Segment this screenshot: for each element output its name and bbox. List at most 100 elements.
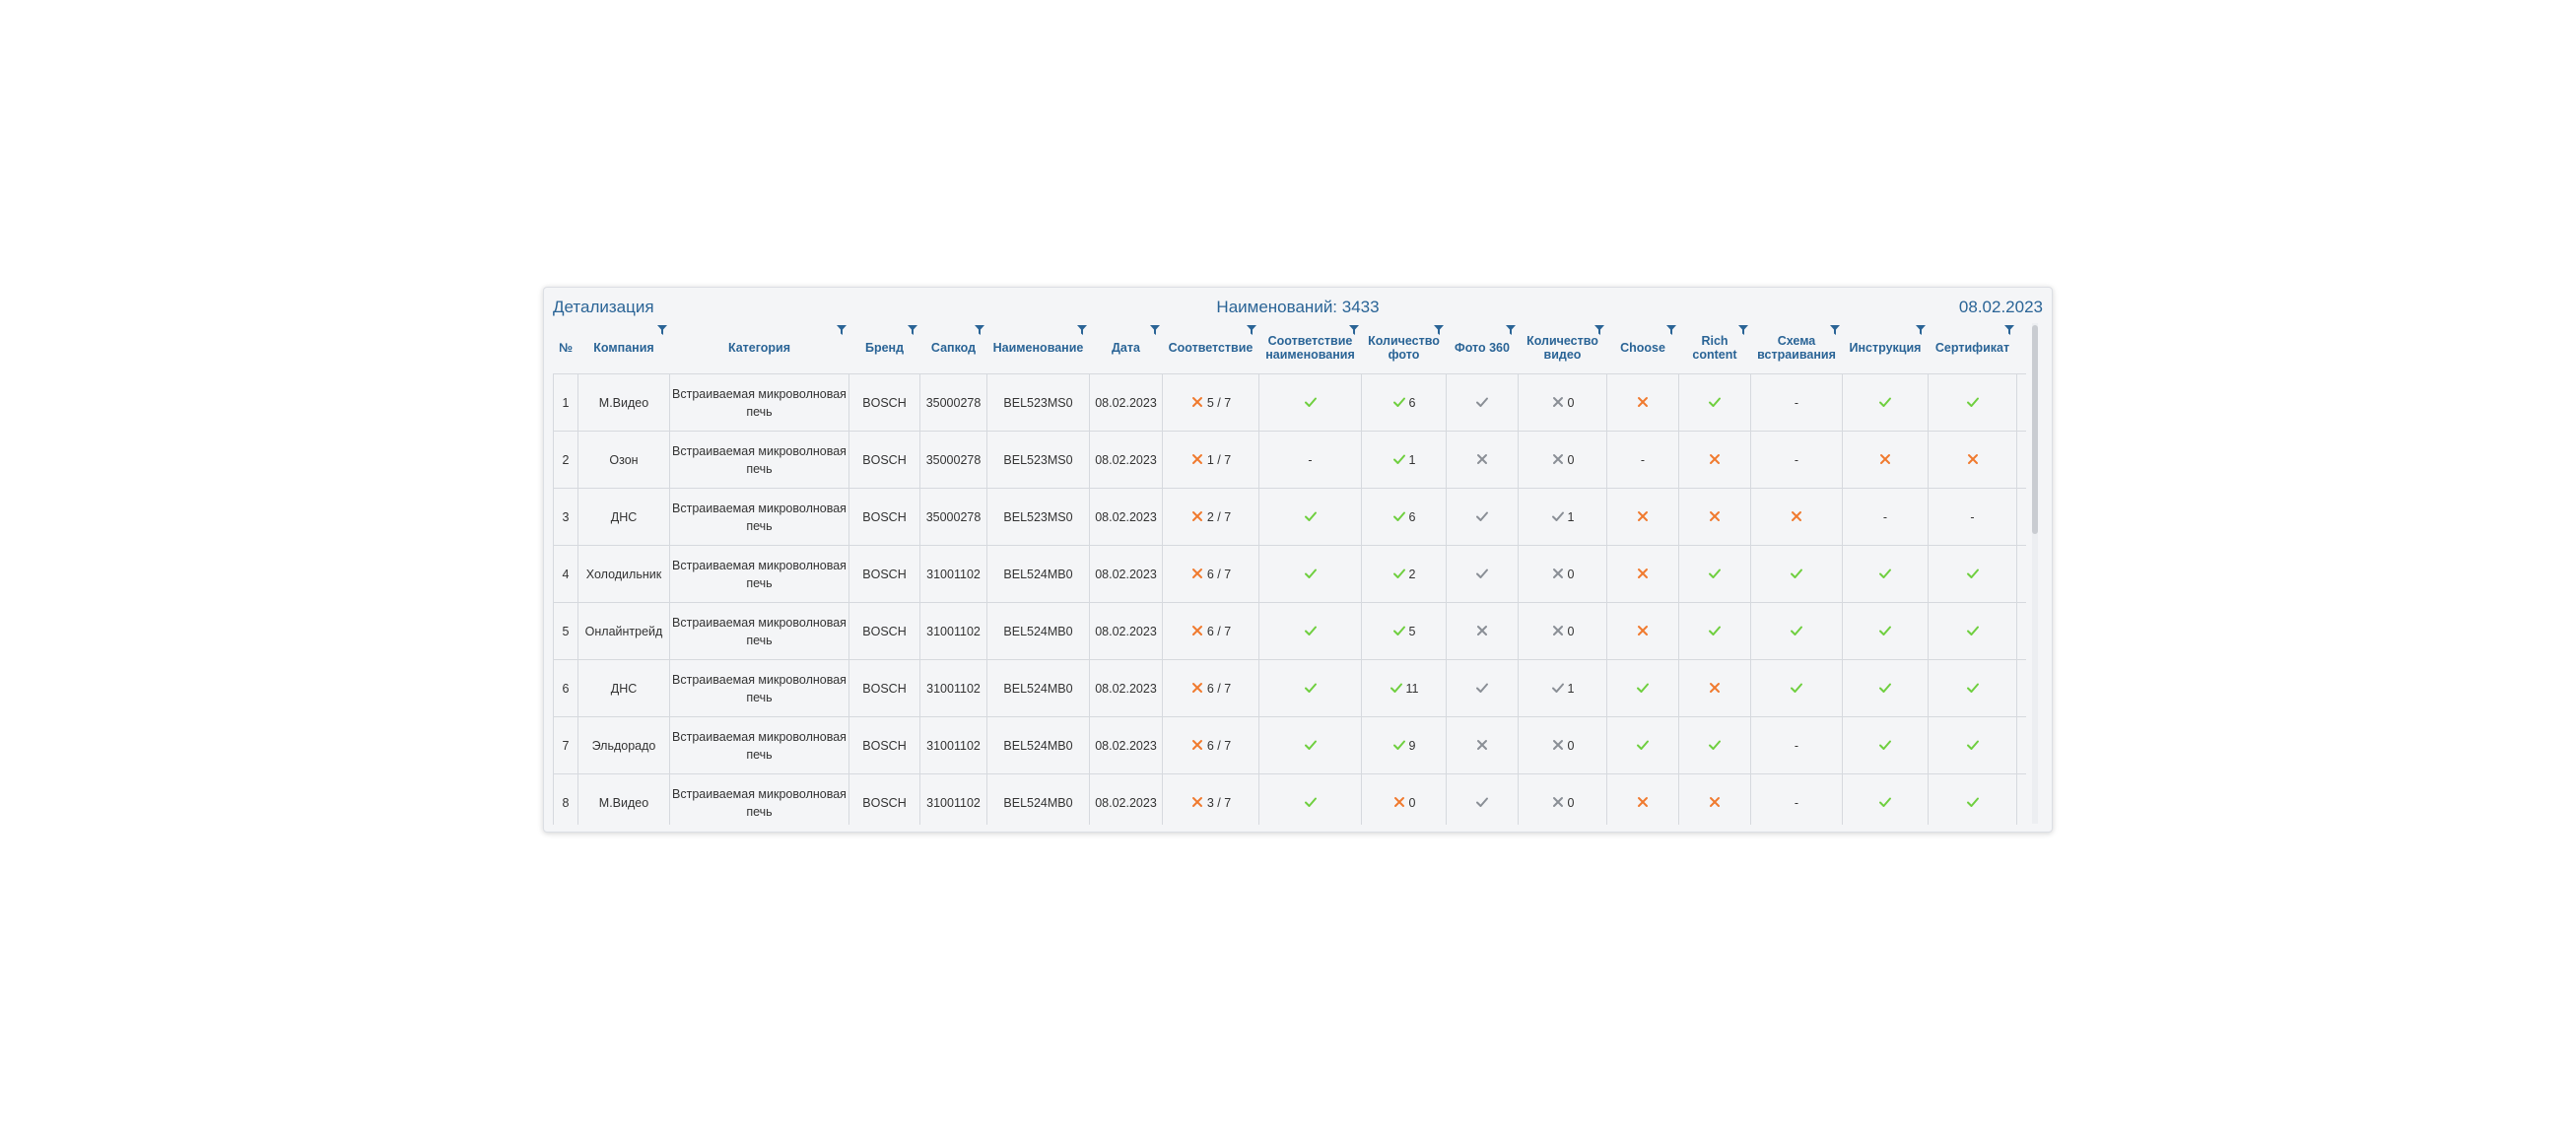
cell-photo360 xyxy=(1446,488,1519,546)
gray-check-icon xyxy=(1551,509,1565,523)
cell-company: Эльдорадо xyxy=(577,716,670,774)
cell-date: 08.02.2023 xyxy=(1089,659,1163,717)
column-header-brand[interactable]: Бренд xyxy=(848,322,920,374)
column-header-sap[interactable]: Сапкод xyxy=(919,322,987,374)
cell-value: 3 / 7 xyxy=(1206,795,1232,810)
panel-title: Детализация xyxy=(553,298,654,316)
cell-sap: 31001102 xyxy=(919,716,987,774)
cross-icon xyxy=(1190,452,1204,466)
column-header-photos[interactable]: Количество фото xyxy=(1361,322,1447,374)
cross-icon xyxy=(1790,509,1803,523)
check-icon xyxy=(1708,624,1722,637)
cell-videos: 0 xyxy=(1518,545,1607,603)
cell-brand: BOSCH xyxy=(848,545,920,603)
table-row[interactable]: 7 Эльдорадо Встраиваемая микроволновая печ… xyxy=(553,716,2026,774)
scrollbar-thumb[interactable] xyxy=(2032,325,2038,534)
column-header-videos[interactable]: Количество видео xyxy=(1518,322,1607,374)
table-row[interactable]: 6 ДНС Встраиваемая микроволновая печь BOSCH… xyxy=(553,659,2026,717)
column-header-instruction[interactable]: Инструкция xyxy=(1842,322,1929,374)
check-icon xyxy=(1878,738,1892,752)
column-header-label: Rich content xyxy=(1692,334,1737,362)
cell-instruction xyxy=(1842,716,1929,774)
table-container[interactable]: № Компания Категория Бренд Сапкод Наименовани… xyxy=(553,322,2026,825)
cell-value: 0 xyxy=(1567,567,1575,581)
cell-value: 6 / 7 xyxy=(1206,567,1232,581)
open-link-cell xyxy=(2016,773,2026,825)
cell-rich-content xyxy=(1678,431,1751,489)
cell-brand: BOSCH xyxy=(848,488,920,546)
check-icon xyxy=(1708,738,1722,752)
cell-photos: 2 xyxy=(1361,545,1447,603)
check-icon xyxy=(1790,681,1803,695)
cell-brand: BOSCH xyxy=(848,373,920,432)
gray-check-icon xyxy=(1475,567,1489,580)
cross-icon xyxy=(1190,738,1204,752)
check-icon xyxy=(1966,795,1980,809)
cell-date: 08.02.2023 xyxy=(1089,431,1163,489)
cross-icon xyxy=(1190,681,1204,695)
open-link-cell xyxy=(2016,431,2026,489)
column-header-match[interactable]: Соответствие xyxy=(1162,322,1259,374)
column-header-rich-content[interactable]: Rich content xyxy=(1678,322,1751,374)
cell-category: Встраиваемая микроволновая печь xyxy=(669,545,849,603)
column-header-certificate[interactable]: Сертификат xyxy=(1928,322,2017,374)
cell-rich-content xyxy=(1678,488,1751,546)
gray-cross-icon xyxy=(1475,738,1489,752)
table-row[interactable]: 4 Холодильник Встраиваемая микроволновая п… xyxy=(553,545,2026,603)
cross-icon xyxy=(1636,395,1650,409)
cell-scheme: - xyxy=(1750,773,1843,825)
column-header-choose[interactable]: Choose xyxy=(1606,322,1679,374)
report-date: 08.02.2023 xyxy=(1958,298,2043,316)
gray-cross-icon xyxy=(1475,624,1489,637)
cell-photos: 9 xyxy=(1361,716,1447,774)
scrollbar-track[interactable] xyxy=(2032,323,2038,824)
column-header-name-match[interactable]: Соответствие наименования xyxy=(1258,322,1362,374)
cell-date: 08.02.2023 xyxy=(1089,716,1163,774)
table-row[interactable]: 3 ДНС Встраиваемая микроволновая печь BOSCH… xyxy=(553,488,2026,546)
check-icon xyxy=(1304,738,1318,752)
cell-photo360 xyxy=(1446,431,1519,489)
cell-company: М.Видео xyxy=(577,773,670,825)
cell-rich-content xyxy=(1678,773,1751,825)
table-row[interactable]: 2 Озон Встраиваемая микроволновая печь BOSC… xyxy=(553,431,2026,489)
cell-name: BEL524MB0 xyxy=(986,602,1090,660)
column-header-category[interactable]: Категория xyxy=(669,322,849,374)
check-icon xyxy=(1392,509,1406,523)
cell-scheme: - xyxy=(1750,373,1843,432)
check-icon xyxy=(1392,395,1406,409)
column-header-label: Сапкод xyxy=(930,341,977,355)
gray-cross-icon xyxy=(1475,452,1489,466)
cell-date: 08.02.2023 xyxy=(1089,602,1163,660)
table-row[interactable]: 8 М.Видео Встраиваемая микроволновая печь B… xyxy=(553,773,2026,825)
cell-company: М.Видео xyxy=(577,373,670,432)
cell-value: 0 xyxy=(1567,795,1575,810)
column-header-label: Схема встраивания xyxy=(1757,334,1836,362)
column-header-company[interactable]: Компания xyxy=(577,322,670,374)
cell-date: 08.02.2023 xyxy=(1089,773,1163,825)
column-header-label: Choose xyxy=(1620,341,1665,355)
check-icon xyxy=(1392,624,1406,637)
column-header-photo360[interactable]: Фото 360 xyxy=(1446,322,1519,374)
check-icon xyxy=(1878,624,1892,637)
column-header-scheme[interactable]: Схема встраивания xyxy=(1750,322,1843,374)
cell-num: 4 xyxy=(553,545,578,603)
column-header-label: Соответствие xyxy=(1168,341,1254,355)
cell-brand: BOSCH xyxy=(848,773,920,825)
cell-choose: - xyxy=(1606,431,1679,489)
column-header-date[interactable]: Дата xyxy=(1089,322,1163,374)
cell-certificate xyxy=(1928,431,2017,489)
cell-value: 6 / 7 xyxy=(1206,681,1232,696)
cross-icon xyxy=(1392,795,1406,809)
table-row[interactable]: 1 М.Видео Встраиваемая микроволновая печь B… xyxy=(553,373,2026,432)
column-header-label: Фото 360 xyxy=(1455,341,1510,355)
cell-photos: 1 xyxy=(1361,431,1447,489)
cell-value: - xyxy=(1308,452,1313,467)
column-header-num[interactable]: № xyxy=(553,322,578,374)
column-header-actions xyxy=(2016,322,2026,374)
cell-value: 9 xyxy=(1408,738,1416,753)
column-header-label: Бренд xyxy=(864,341,905,355)
check-icon xyxy=(1878,567,1892,580)
gray-cross-icon xyxy=(1551,624,1565,637)
table-row[interactable]: 5 Онлайнтрейд Встраиваемая микроволновая п… xyxy=(553,602,2026,660)
column-header-name[interactable]: Наименование xyxy=(986,322,1090,374)
